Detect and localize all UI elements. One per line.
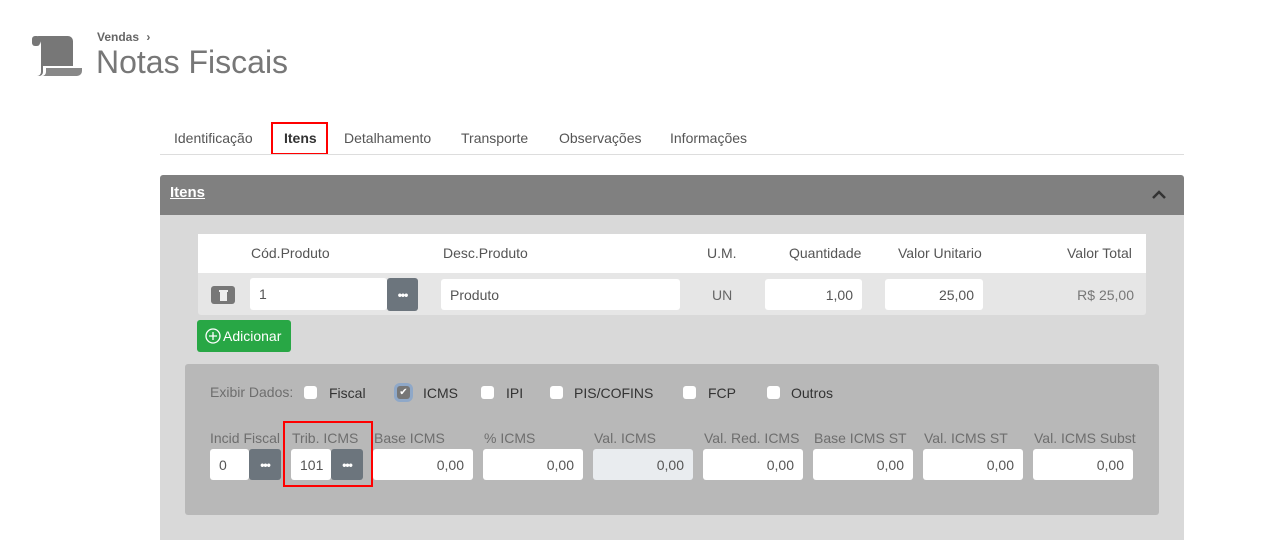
panel-title[interactable]: Itens (170, 184, 206, 201)
cod-produto-search-button[interactable]: ••• (387, 278, 418, 311)
tab-transporte[interactable]: Transporte (461, 130, 529, 146)
base-icms-label: Base ICMS (374, 430, 445, 446)
highlight-box-trib (283, 421, 373, 487)
pct-icms-input[interactable]: 0,00 (483, 449, 583, 480)
incid-fiscal-search-button[interactable]: ••• (249, 449, 281, 480)
add-item-button[interactable]: Adicionar (197, 320, 291, 352)
checkbox-fiscal-label[interactable]: Fiscal (329, 385, 366, 401)
cod-produto-input[interactable]: 1 (250, 278, 387, 310)
items-table (198, 234, 1146, 315)
tabs-divider (160, 154, 1184, 155)
trib-icms-search-button[interactable]: ••• (331, 449, 363, 480)
th-cod: Cód.Produto (251, 245, 330, 261)
trash-icon (218, 289, 228, 301)
tab-informacoes[interactable]: Informações (670, 130, 748, 146)
tab-identificacao[interactable]: Identificação (174, 130, 253, 146)
breadcrumb-vendas[interactable]: Vendas (97, 30, 140, 44)
checkbox-ipi[interactable] (481, 386, 494, 399)
val-icms-subst-label: Val. ICMS Subst (1034, 430, 1136, 446)
th-qtd: Quantidade (789, 245, 862, 261)
exibir-label: Exibir Dados: (210, 384, 294, 400)
quantidade-input[interactable]: 1,00 (765, 279, 862, 310)
tab-itens[interactable]: Itens (284, 130, 317, 146)
base-icms-input[interactable]: 0,00 (373, 449, 473, 480)
um-value: UN (712, 287, 733, 303)
val-icms-subst-input[interactable]: 0,00 (1033, 449, 1133, 480)
th-valor-total: Valor Total (1067, 245, 1132, 261)
add-item-label: Adicionar (223, 328, 282, 344)
trib-icms-label: Trib. ICMS (292, 430, 359, 446)
th-desc: Desc.Produto (443, 245, 528, 261)
checkbox-pis-cofins[interactable] (550, 386, 563, 399)
page-title: Notas Fiscais (96, 44, 289, 80)
th-valor-unit: Valor Unitario (898, 245, 982, 261)
val-red-icms-label: Val. Red. ICMS (704, 430, 800, 446)
pct-icms-label: % ICMS (484, 430, 536, 446)
desc-produto-input[interactable]: Produto (441, 279, 680, 310)
tab-observacoes[interactable]: Observações (559, 130, 642, 146)
chevron-up-icon[interactable] (1152, 190, 1166, 199)
panel-header[interactable]: Itens (160, 175, 1184, 215)
base-icms-st-label: Base ICMS ST (814, 430, 907, 446)
checkbox-fiscal[interactable] (304, 386, 317, 399)
checkbox-icms[interactable]: ✔ (397, 386, 410, 399)
checkbox-outros-label[interactable]: Outros (791, 385, 834, 401)
trib-icms-input[interactable]: 101 (291, 449, 331, 480)
breadcrumb[interactable]: Vendas › (97, 30, 150, 44)
val-icms-st-label: Val. ICMS ST (924, 430, 1008, 446)
tax-details-box (185, 364, 1159, 515)
checkbox-icms-label[interactable]: ICMS (423, 385, 458, 401)
th-um: U.M. (707, 245, 737, 261)
checkbox-ipi-label[interactable]: IPI (506, 385, 524, 401)
checkbox-outros[interactable] (767, 386, 780, 399)
tab-detalhamento[interactable]: Detalhamento (344, 130, 432, 146)
incid-fiscal-label: Incid Fiscal (210, 430, 281, 446)
val-icms-st-input[interactable]: 0,00 (923, 449, 1023, 480)
val-icms-input: 0,00 (593, 449, 693, 480)
delete-button[interactable] (211, 286, 235, 304)
valor-unitario-input[interactable]: 25,00 (885, 279, 983, 310)
plus-circle-icon (205, 328, 221, 344)
checkbox-fcp[interactable] (683, 386, 696, 399)
highlight-box (271, 122, 328, 155)
scroll-icon (32, 36, 82, 76)
incid-fiscal-input[interactable]: 0 (210, 449, 249, 480)
valor-total-value: R$ 25,00 (1077, 287, 1134, 303)
checkbox-pis-cofins-label[interactable]: PIS/COFINS (574, 385, 654, 401)
breadcrumb-separator: › (146, 30, 151, 44)
val-icms-label: Val. ICMS (594, 430, 656, 446)
table-header (198, 234, 1146, 273)
checkbox-fcp-label[interactable]: FCP (708, 385, 736, 401)
val-red-icms-input[interactable]: 0,00 (703, 449, 803, 480)
base-icms-st-input[interactable]: 0,00 (813, 449, 913, 480)
